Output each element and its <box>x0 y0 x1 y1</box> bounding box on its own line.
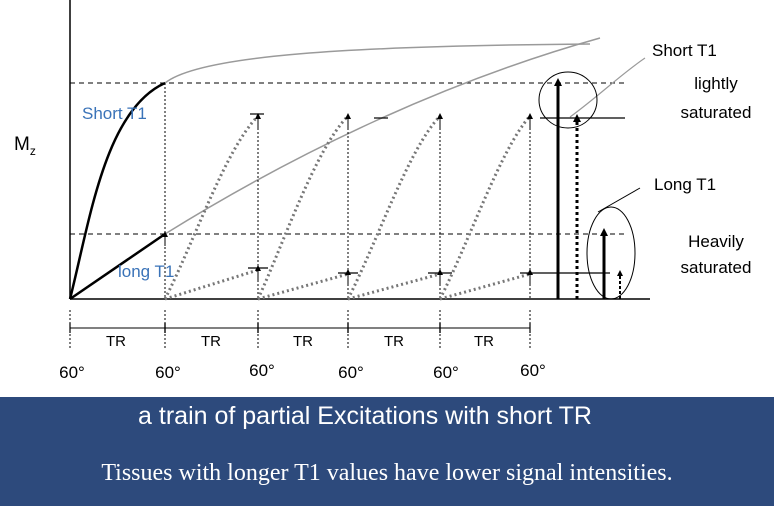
caption-banner <box>0 397 774 506</box>
tr-label: TR <box>201 333 221 350</box>
tr-label: TR <box>293 333 313 350</box>
tr-label: TR <box>106 333 126 350</box>
pulse-label: 60° <box>155 363 181 382</box>
long-t1-right-label: Long T1 <box>654 175 716 194</box>
long-t1-recovery-curve <box>164 37 601 235</box>
long-t1-first-curve <box>69 232 166 301</box>
tr-label: TR <box>474 333 494 350</box>
banner-subtitle: Tissues with longer T1 values have lower… <box>101 460 673 486</box>
curve-tip-arrows <box>162 113 533 284</box>
pulse-label: 60° <box>59 363 85 382</box>
y-axis-label-sub: z <box>30 144 36 158</box>
tr-label: TR <box>384 333 404 350</box>
pulse-label: 60° <box>433 363 459 382</box>
pulse-markers <box>164 83 531 299</box>
banner-caption: a train of partial Excitations with shor… <box>138 402 592 430</box>
saturation-diagram: TR TR TR TR TR 60° 60° 60° 60° 60° 60° M… <box>14 0 752 382</box>
heavily-label-line1: Heavily <box>688 232 744 251</box>
y-axis-label: Mz <box>14 134 36 158</box>
tr-interval-bars <box>69 310 531 350</box>
short-t1-recovery-curve <box>164 43 591 84</box>
long-t1-curve-label: long T1 <box>118 262 174 281</box>
pulse-label: 60° <box>520 361 546 380</box>
peak-ticks <box>248 113 625 274</box>
lightly-label-line1: lightly <box>694 74 738 93</box>
heavily-saturated-ellipse <box>586 206 636 300</box>
lightly-label-line2: saturated <box>681 103 752 122</box>
short-t1-curve-label: Short T1 <box>82 104 147 123</box>
heavily-label-line2: saturated <box>681 258 752 277</box>
y-axis-label-main: M <box>14 134 30 155</box>
short-t1-right-label: Short T1 <box>652 41 717 60</box>
lightly-saturated-ellipse <box>538 71 598 129</box>
long-t1-dotted-curves <box>164 268 531 301</box>
pulse-label: 60° <box>249 361 275 380</box>
short-t1-pointer-line <box>569 57 646 118</box>
short-t1-first-curve <box>68 81 166 300</box>
pulse-label: 60° <box>338 363 364 382</box>
pulse-labels: 60° 60° 60° 60° 60° 60° <box>59 361 546 382</box>
long-t1-pointer-line <box>597 187 641 213</box>
short-t1-dotted-curves <box>163 114 532 300</box>
tr-interval-labels: TR TR TR TR TR <box>106 333 494 350</box>
